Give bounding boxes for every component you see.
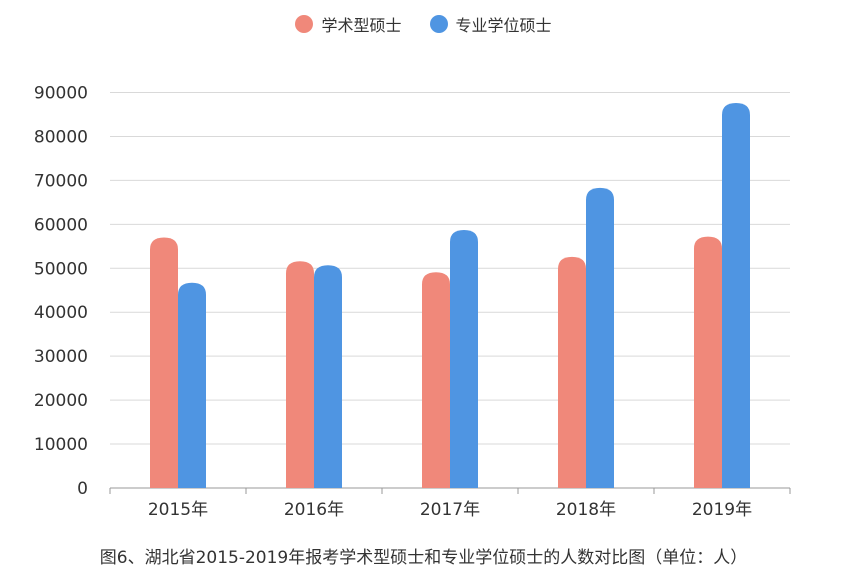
bar-professional — [450, 230, 478, 488]
y-tick-label: 40000 — [34, 303, 88, 323]
x-tick-label: 2019年 — [692, 500, 752, 520]
bar-academic — [422, 272, 450, 488]
bar-academic — [694, 236, 722, 488]
x-tick-label: 2015年 — [148, 500, 208, 520]
legend-item-academic[interactable]: 学术型硕士 — [295, 12, 402, 36]
y-tick-label: 60000 — [34, 215, 88, 235]
y-tick-label: 70000 — [34, 171, 88, 191]
bar-professional — [722, 103, 750, 489]
bar-professional — [178, 282, 206, 488]
legend-swatch-academic — [295, 15, 314, 33]
legend: 学术型硕士 专业学位硕士 — [0, 12, 847, 36]
bar-chart: 0 10000 20000 30000 40000 50000 60000 70000 8000… — [34, 84, 791, 520]
y-tick-label: 30000 — [34, 347, 88, 367]
legend-swatch-professional — [429, 15, 448, 33]
bar-academic — [150, 237, 178, 488]
bar-professional — [314, 265, 342, 488]
bar-academic — [286, 261, 314, 488]
bar-professional — [586, 187, 614, 489]
y-tick-label: 90000 — [34, 84, 88, 104]
legend-label-academic: 学术型硕士 — [321, 16, 402, 35]
x-tick-label: 2018年 — [556, 500, 616, 520]
y-tick-label: 50000 — [34, 259, 88, 279]
y-tick-label: 10000 — [34, 435, 88, 455]
bar-academic — [558, 256, 586, 488]
x-tick-label: 2016年 — [284, 500, 344, 520]
legend-label-professional: 专业学位硕士 — [455, 16, 552, 35]
y-tick-label: 20000 — [34, 391, 88, 411]
y-tick-label: 80000 — [34, 127, 88, 147]
chart-caption: 图6、湖北省2015-2019年报考学术型硕士和专业学位硕士的人数对比图（单位：… — [99, 548, 748, 568]
x-tick-label: 2017年 — [420, 500, 480, 520]
y-tick-label: 0 — [77, 479, 88, 499]
legend-item-professional[interactable]: 专业学位硕士 — [429, 12, 552, 36]
